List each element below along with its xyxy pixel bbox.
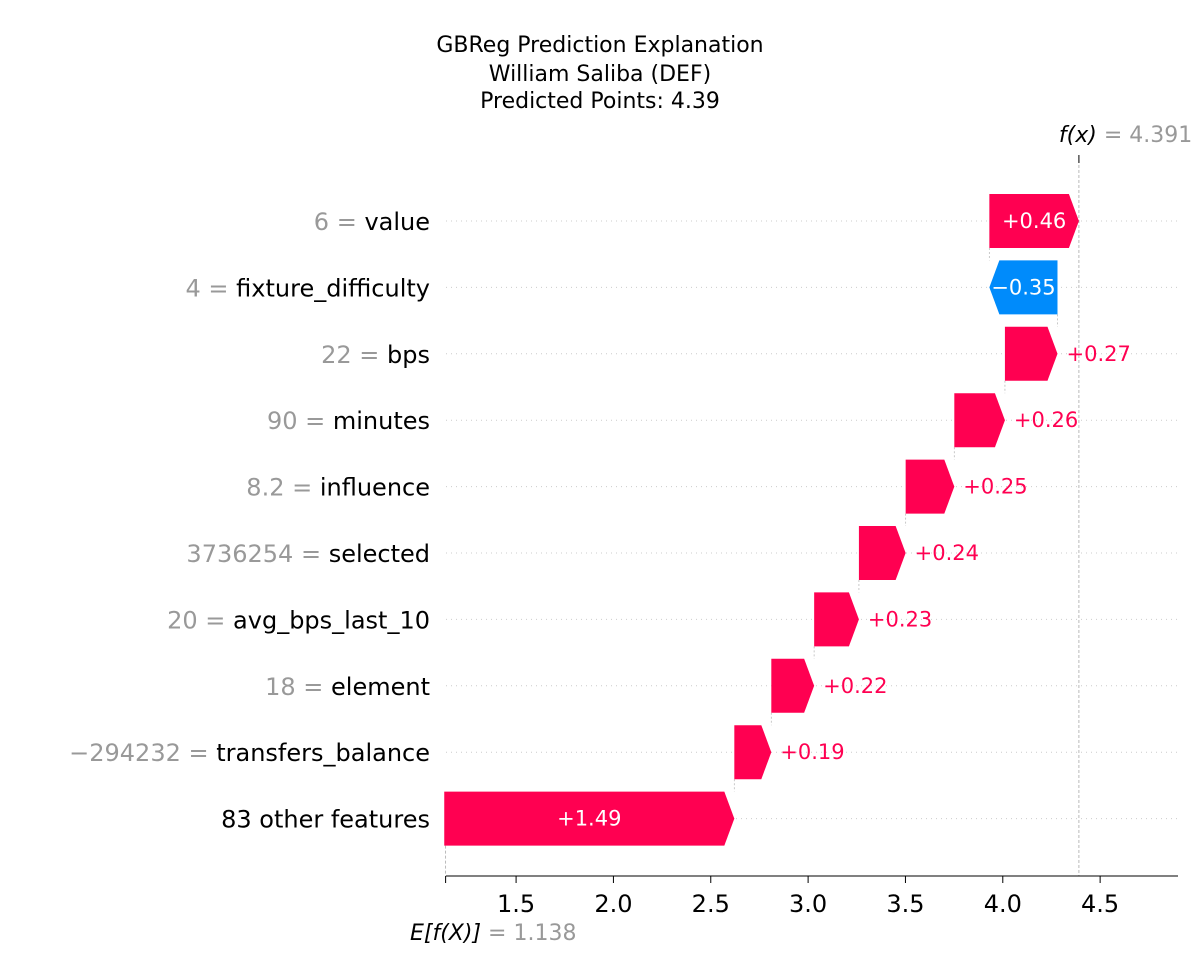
feature-value: −294232 = (69, 739, 216, 767)
x-tick-label: 3.0 (789, 890, 827, 918)
feature-label: 4 = fixture_difficulty (186, 274, 430, 302)
bar-element (771, 658, 815, 713)
feature-label: 22 = bps (321, 341, 430, 369)
feature-value: 3736254 = (186, 540, 328, 568)
feature-name: element (331, 673, 430, 701)
feature-value: 6 = (314, 208, 365, 236)
feature-label: 6 = value (314, 208, 430, 236)
bar-influence (905, 459, 955, 514)
bar-avg_bps_last_10 (814, 592, 859, 647)
ex-annotation: E[f(X)] = 1.138 (410, 921, 576, 946)
contribution-label: +1.49 (557, 807, 621, 831)
feature-name: influence (320, 474, 430, 502)
x-tick-label: 3.5 (886, 890, 924, 918)
feature-name: transfers_balance (216, 739, 430, 767)
feature-name: avg_bps_last_10 (233, 606, 430, 634)
bar-value (989, 194, 1079, 248)
feature-value: 22 = (321, 341, 387, 369)
fx-annotation: f(x) = 4.391 (1059, 123, 1192, 148)
ex-value: = 1.138 (481, 921, 576, 946)
feature-name: value (364, 208, 430, 236)
feature-label: 8.2 = influence (246, 474, 430, 502)
feature-value: 20 = (167, 606, 233, 634)
bar-minutes (954, 393, 1005, 448)
x-tick-label: 2.0 (594, 890, 632, 918)
feature-label: 20 = avg_bps_last_10 (167, 606, 430, 634)
fx-value: = 4.391 (1097, 123, 1192, 148)
contribution-label: +0.19 (780, 740, 844, 764)
feature-name: fixture_difficulty (236, 274, 430, 302)
feature-label: 90 = minutes (267, 407, 430, 435)
bar-selected (858, 526, 906, 580)
chart-title-line-2: William Saliba (DEF) (488, 62, 712, 87)
contribution-label: +0.23 (868, 607, 932, 631)
feature-value: 8.2 = (246, 474, 320, 502)
contribution-label: +0.24 (915, 541, 979, 565)
x-tick-label: 4.0 (984, 890, 1022, 918)
x-tick-label: 4.5 (1081, 890, 1119, 918)
chart-title-line-1: GBReg Prediction Explanation (436, 33, 764, 58)
feature-label: 83 other features (221, 806, 430, 834)
feature-name: minutes (333, 407, 430, 435)
contribution-label: −0.35 (991, 275, 1055, 299)
feature-name: selected (329, 540, 430, 568)
contribution-label: +0.46 (1002, 209, 1066, 233)
x-tick-label: 2.5 (692, 890, 730, 918)
x-tick-label: 1.5 (497, 890, 535, 918)
contribution-label: +0.26 (1014, 408, 1078, 432)
bar-fixture_difficulty (989, 260, 1058, 315)
feature-label: −294232 = transfers_balance (69, 739, 430, 767)
ex-label: E[f(X)] (410, 921, 481, 946)
fx-label: f(x) (1059, 123, 1097, 148)
feature-name: bps (387, 341, 430, 369)
feature-value: 4 = (186, 274, 237, 302)
feature-name: 83 other features (221, 806, 430, 834)
chart-title-line-3: Predicted Points: 4.39 (480, 89, 720, 114)
feature-label: 3736254 = selected (186, 540, 430, 568)
feature-value: 18 = (265, 673, 331, 701)
feature-value: 90 = (267, 407, 333, 435)
contribution-label: +0.27 (1066, 342, 1130, 366)
contribution-label: +0.25 (963, 475, 1027, 499)
feature-label: 18 = element (265, 673, 430, 701)
bar-83-other-features (444, 791, 735, 846)
contribution-label: +0.22 (823, 674, 887, 698)
bar-transfers_balance (734, 725, 772, 780)
bar-bps (1004, 326, 1058, 381)
